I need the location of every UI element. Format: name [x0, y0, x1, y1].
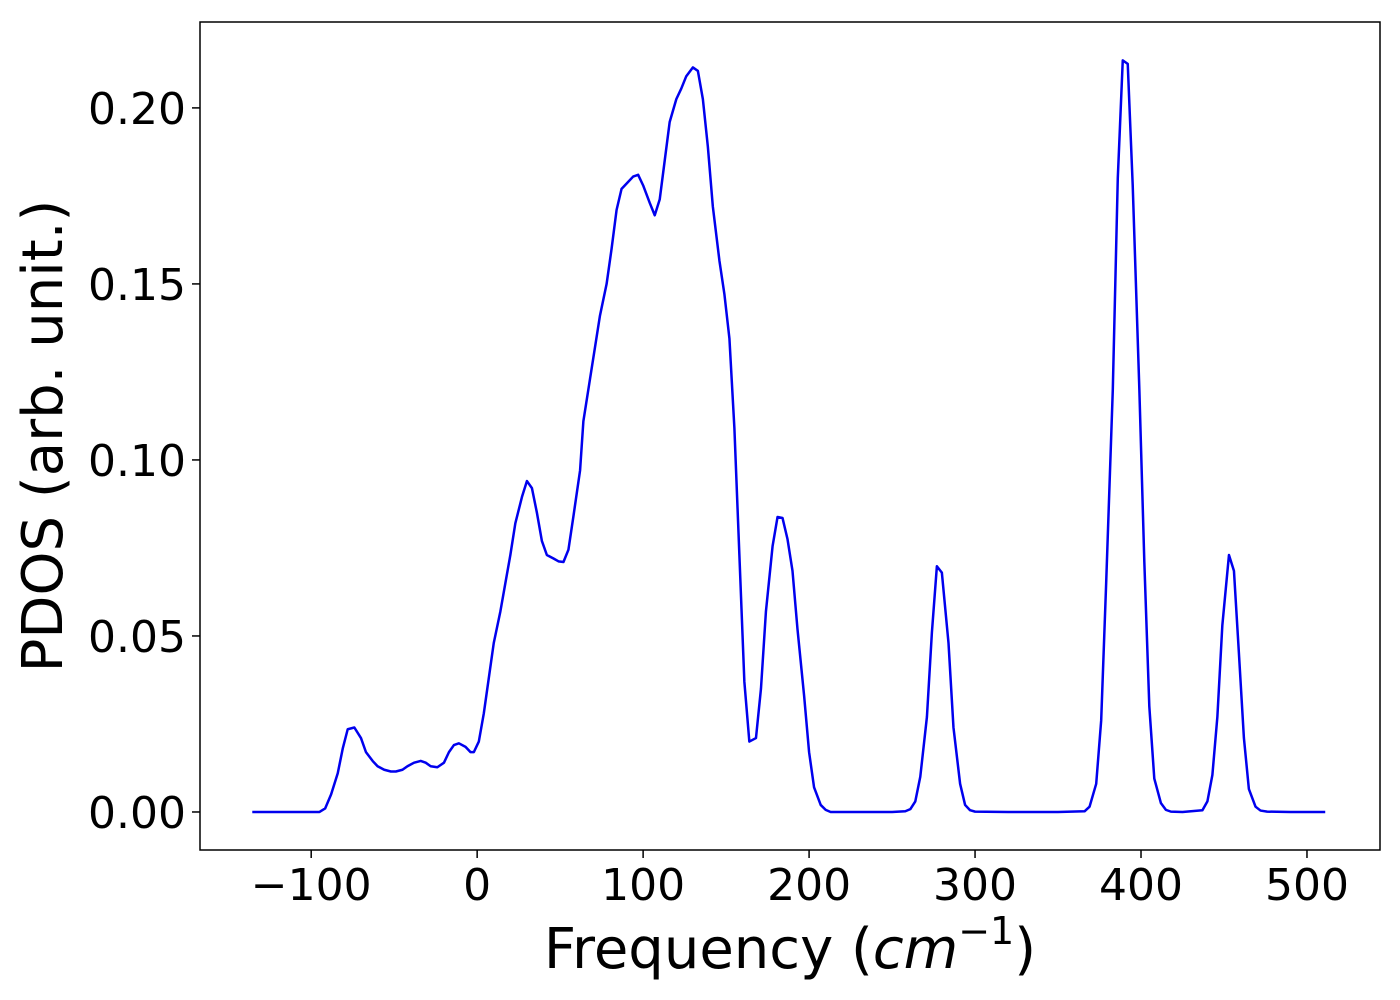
x-axis-label: Frequency (cm−1) [544, 909, 1036, 982]
x-tick-label: 200 [767, 860, 851, 911]
y-tick-label: 0.10 [88, 436, 186, 487]
x-tick-label: 400 [1099, 860, 1183, 911]
y-axis-label: PDOS (arb. unit.) [11, 200, 76, 673]
x-tick-label: 100 [601, 860, 685, 911]
x-tick-label: −100 [251, 860, 372, 911]
y-tick-label: 0.15 [88, 260, 186, 311]
y-tick-label: 0.05 [88, 612, 186, 663]
x-label-part: −1 [958, 909, 1014, 953]
y-tick-label: 0.20 [88, 84, 186, 135]
y-tick-label: 0.00 [88, 788, 186, 839]
x-tick-label: 500 [1265, 860, 1349, 911]
x-label-part: Frequency ( [544, 917, 873, 982]
x-tick-label: 0 [463, 860, 491, 911]
data-line [252, 59, 1326, 814]
plot-frame [199, 21, 1381, 851]
x-label-part: ) [1014, 917, 1036, 982]
x-tick-label: 300 [933, 860, 1017, 911]
x-label-part: cm [873, 917, 958, 982]
